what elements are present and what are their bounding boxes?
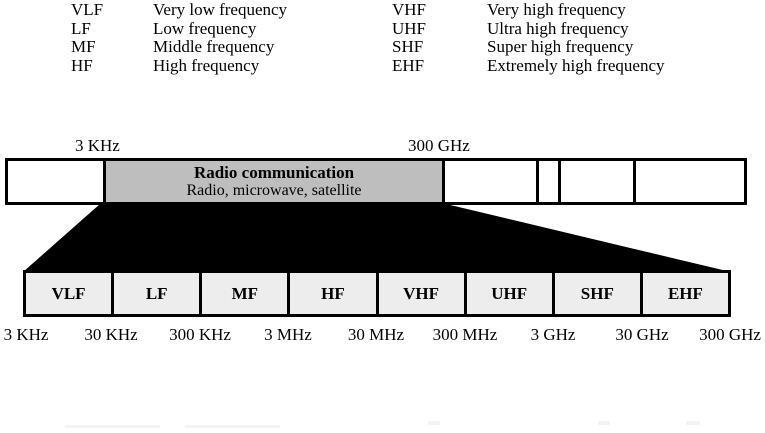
band-segment-vhf: VHF <box>378 273 467 314</box>
legend-abbr: MF <box>71 37 96 56</box>
legend-row: VHF Very high frequency <box>392 0 665 20</box>
segment-divider <box>103 161 106 202</box>
faint-artifact <box>428 421 440 425</box>
legend-abbr: SHF <box>392 37 424 56</box>
faint-artifact <box>598 421 610 425</box>
frequency-tick: 30 GHz <box>615 325 669 344</box>
band-bar: VLF LF MF HF VHF UHF SHF EHF <box>23 270 731 317</box>
faint-artifact <box>686 421 700 425</box>
frequency-tick: 3 MHz <box>264 325 312 344</box>
band-segment-uhf: UHF <box>466 273 555 314</box>
legend-description: Extremely high frequency <box>487 55 665 75</box>
radio-communication-segment: Radio communication Radio, microwave, sa… <box>106 161 442 202</box>
legend-row: SHF Super high frequency <box>392 37 665 57</box>
segment-divider <box>558 161 561 202</box>
band-segment-hf: HF <box>290 273 379 314</box>
faint-artifact <box>185 425 280 428</box>
frequency-tick: 300 MHz <box>432 325 498 344</box>
legend-row: LF Low frequency <box>71 18 287 39</box>
expansion-wedge-shape <box>23 204 731 272</box>
legend-row: HF High frequency <box>71 55 287 76</box>
legend-description: Low frequency <box>153 18 257 38</box>
legend-description: High frequency <box>153 55 260 75</box>
band-segment-mf: MF <box>202 273 291 314</box>
overview-end-frequency-label: 300 GHz <box>408 136 470 155</box>
legend-abbr: HF <box>71 55 93 75</box>
frequency-tick: 30 MHz <box>347 325 405 344</box>
legend-left-column: VLF Very low frequency LF Low frequency … <box>71 0 288 76</box>
legend-abbr: VLF <box>71 0 104 19</box>
frequency-tick: 3 GHz <box>530 325 576 344</box>
radio-communication-title: Radio communication <box>193 163 355 182</box>
band-segment-lf: LF <box>114 273 203 314</box>
band-segment-vlf: VLF <box>26 273 115 314</box>
legend-row: VLF Very low frequency <box>71 0 288 20</box>
frequency-tick: 3 KHz <box>3 325 49 344</box>
frequency-tick: 30 KHz <box>84 325 138 344</box>
legend-abbr: EHF <box>392 55 425 75</box>
legend-abbr: VHF <box>392 0 427 19</box>
band-segment-ehf: EHF <box>642 273 728 314</box>
legend-abbr: LF <box>71 18 91 38</box>
legend-description: Very high frequency <box>487 0 626 19</box>
legend-abbr: UHF <box>392 18 427 38</box>
legend-row: EHF Extremely high frequency <box>392 55 665 76</box>
segment-divider <box>442 161 445 202</box>
legend-description: Middle frequency <box>153 37 275 56</box>
faint-artifact <box>65 425 160 428</box>
band-segment-shf: SHF <box>554 273 643 314</box>
radio-communication-subtitle: Radio, microwave, satellite <box>186 182 362 199</box>
segment-divider <box>633 161 636 202</box>
legend-description: Super high frequency <box>487 37 634 56</box>
legend-description: Very low frequency <box>153 0 288 19</box>
legend-right-column: VHF Very high frequency UHF Ultra high f… <box>392 0 665 76</box>
legend-description: Ultra high frequency <box>487 18 629 38</box>
overview-spectrum-bar: Radio communication Radio, microwave, sa… <box>5 158 747 205</box>
frequency-tick: 300 KHz <box>169 325 231 344</box>
legend-row: MF Middle frequency <box>71 37 287 57</box>
segment-divider <box>536 161 539 202</box>
overview-start-frequency-label: 3 KHz <box>75 136 120 155</box>
legend-row: UHF Ultra high frequency <box>392 18 665 39</box>
frequency-tick: 300 GHz <box>699 325 761 344</box>
